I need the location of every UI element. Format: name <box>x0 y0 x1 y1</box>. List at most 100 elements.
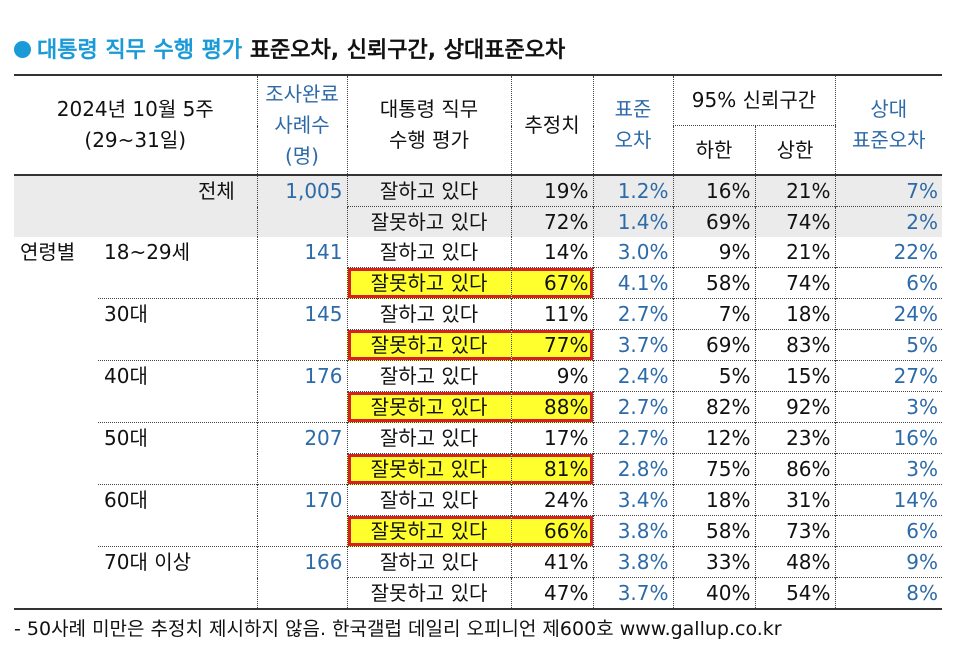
evaluation-cell: 잘하고 있다 <box>346 298 511 330</box>
ci-lower-cell: 82% <box>672 391 755 423</box>
standard-error-cell: 3.8% <box>592 546 673 578</box>
group-label: 30대 <box>104 302 148 327</box>
group-label: 18~29세 <box>104 240 191 265</box>
group-prefix: 연령별 <box>20 240 76 265</box>
ci-lower-cell: 5% <box>672 360 755 392</box>
sample-size: 207 <box>304 426 343 451</box>
relative-standard-error-cell: 5% <box>834 329 943 361</box>
evaluation-cell: 잘못하고 있다 <box>346 329 511 361</box>
estimate-cell: 67% <box>510 267 593 299</box>
estimate-cell: 11% <box>510 298 593 330</box>
standard-error-cell: 3.0% <box>592 237 673 268</box>
ci-upper-cell: 23% <box>754 422 836 454</box>
table-row: 50대 207 잘하고 있다 17% 2.7% 12% 23% 16% <box>14 422 943 454</box>
table-row: 70대 이상 166 잘하고 있다 41% 3.8% 33% 48% 9% <box>14 546 943 578</box>
sample-size: 166 <box>304 550 343 575</box>
evaluation-cell: 잘못하고 있다 <box>346 577 511 609</box>
evaluation-cell: 잘못하고 있다 <box>346 391 511 423</box>
ci-lower-cell: 69% <box>672 329 755 361</box>
table-row: 잘못하고 있다 66% 3.8% 58% 73% 6% <box>14 515 943 547</box>
header-ci-upper: 상한 <box>754 125 836 175</box>
estimate-cell: 19% <box>510 175 593 207</box>
standard-error-cell: 3.7% <box>592 329 673 361</box>
evaluation-cell: 잘하고 있다 <box>346 360 511 392</box>
ci-upper-cell: 54% <box>754 577 836 609</box>
table-row: 30대 145 잘하고 있다 11% 2.7% 7% 18% 24% <box>14 298 943 330</box>
sample-size: 176 <box>304 364 343 389</box>
evaluation-cell: 잘하고 있다 <box>346 422 511 454</box>
ci-lower-cell: 58% <box>672 267 755 299</box>
sample-size: 141 <box>304 240 343 265</box>
relative-standard-error-cell: 22% <box>834 237 943 268</box>
ci-lower-cell: 7% <box>672 298 755 330</box>
estimate-cell: 77% <box>510 329 593 361</box>
ci-lower-cell: 12% <box>672 422 755 454</box>
relative-standard-error-cell: 27% <box>834 360 943 392</box>
table-row: 잘못하고 있다 67% 4.1% 58% 74% 6% <box>14 267 943 299</box>
table-row: 잘못하고 있다 88% 2.7% 82% 92% 3% <box>14 391 943 423</box>
header-standard-error: 표준 오차 <box>592 75 673 175</box>
header-estimate: 추정치 <box>510 75 593 175</box>
ci-upper-cell: 31% <box>754 484 836 516</box>
estimate-cell: 14% <box>510 237 593 268</box>
sample-size: 170 <box>304 488 343 513</box>
table-row: 60대 170 잘하고 있다 24% 3.4% 18% 31% 14% <box>14 484 943 516</box>
relative-standard-error-cell: 3% <box>834 453 943 485</box>
header-confidence-interval: 95% 신뢰구간 <box>672 75 836 126</box>
ci-upper-cell: 48% <box>754 546 836 578</box>
relative-standard-error-cell: 16% <box>834 422 943 454</box>
ci-upper-cell: 21% <box>754 237 836 268</box>
standard-error-cell: 1.2% <box>592 175 673 207</box>
estimate-cell: 72% <box>510 206 593 237</box>
table-row: 연령별 18~29세 141 잘하고 있다 14% 3.0% 9% 21% 22% <box>14 237 943 268</box>
standard-error-cell: 2.7% <box>592 391 673 423</box>
evaluation-cell: 잘하고 있다 <box>346 175 511 207</box>
ci-lower-cell: 33% <box>672 546 755 578</box>
ci-upper-cell: 74% <box>754 267 836 299</box>
evaluation-cell: 잘못하고 있다 <box>346 515 511 547</box>
estimate-cell: 9% <box>510 360 593 392</box>
relative-standard-error-cell: 6% <box>834 515 943 547</box>
header-sample-size: 조사완료 사례수 (명) <box>256 75 347 175</box>
estimate-cell: 41% <box>510 546 593 578</box>
table-row: 잘못하고 있다 72% 1.4% 69% 74% 2% <box>14 206 943 237</box>
standard-error-cell: 2.7% <box>592 422 673 454</box>
relative-standard-error-cell: 14% <box>834 484 943 516</box>
estimate-cell: 47% <box>510 577 593 609</box>
ci-lower-cell: 40% <box>672 577 755 609</box>
table-row: 잘못하고 있다 47% 3.7% 40% 54% 8% <box>14 577 943 609</box>
evaluation-cell: 잘못하고 있다 <box>346 267 511 299</box>
table-row: 전체 1,005 잘하고 있다 19% 1.2% 16% 21% 7% <box>14 175 943 207</box>
group-label: 60대 <box>104 488 148 513</box>
circle-bullet-icon <box>14 41 31 58</box>
header-relative-standard-error: 상대 표준오차 <box>834 75 943 175</box>
footnote: - 50사례 미만은 추정치 제시하지 않음. 한국갤럽 데일리 오피니언 제6… <box>14 618 782 640</box>
page-title: 대통령 직무 수행 평가 표준오차, 신뢰구간, 상대표준오차 <box>14 32 565 64</box>
evaluation-cell: 잘못하고 있다 <box>346 206 511 237</box>
ci-upper-cell: 21% <box>754 175 836 207</box>
ci-upper-cell: 83% <box>754 329 836 361</box>
title-sub: 표준오차, 신뢰구간, 상대표준오차 <box>249 38 566 63</box>
sample-size: 1,005 <box>285 179 343 204</box>
relative-standard-error-cell: 7% <box>834 175 943 207</box>
standard-error-cell: 2.7% <box>592 298 673 330</box>
sample-size: 145 <box>304 302 343 327</box>
ci-lower-cell: 9% <box>672 237 755 268</box>
table-row: 40대 176 잘하고 있다 9% 2.4% 5% 15% 27% <box>14 360 943 392</box>
standard-error-cell: 3.4% <box>592 484 673 516</box>
evaluation-cell: 잘하고 있다 <box>346 484 511 516</box>
ci-upper-cell: 15% <box>754 360 836 392</box>
standard-error-cell: 2.8% <box>592 453 673 485</box>
group-label: 전체 <box>198 179 235 204</box>
table-row: 잘못하고 있다 77% 3.7% 69% 83% 5% <box>14 329 943 361</box>
estimate-cell: 66% <box>510 515 593 547</box>
ci-upper-cell: 74% <box>754 206 836 237</box>
standard-error-cell: 3.7% <box>592 577 673 609</box>
approval-stats-table: 2024년 10월 5주 (29~31일) 조사완료 사례수 (명) 대통령 직무 수행… <box>14 74 943 610</box>
evaluation-cell: 잘못하고 있다 <box>346 453 511 485</box>
relative-standard-error-cell: 2% <box>834 206 943 237</box>
ci-lower-cell: 69% <box>672 206 755 237</box>
relative-standard-error-cell: 6% <box>834 267 943 299</box>
standard-error-cell: 2.4% <box>592 360 673 392</box>
standard-error-cell: 4.1% <box>592 267 673 299</box>
